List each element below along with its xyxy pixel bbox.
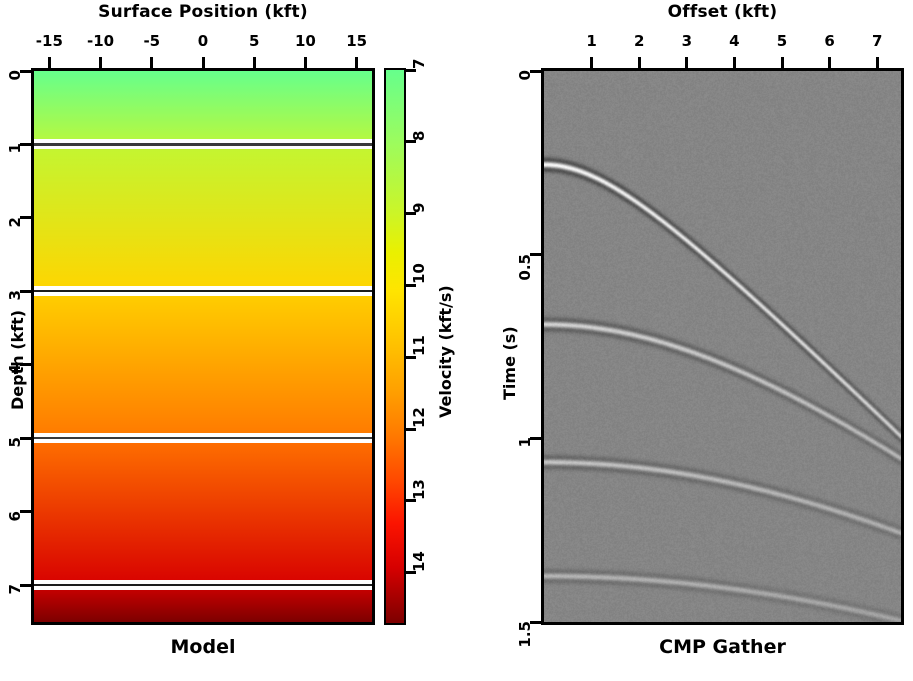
model-x-tick-4: [252, 57, 256, 68]
model-x-label-1: -10: [87, 32, 115, 50]
model-image-panel: [31, 68, 375, 625]
colorbar-tick-6: [406, 499, 416, 503]
model-x-label-3: 0: [197, 32, 209, 50]
colorbar-tick-0: [406, 68, 416, 72]
cmp-x-tick-2: [685, 57, 689, 68]
model-y-label-0: 0: [6, 70, 24, 81]
colorbar-tick-label-4: 11: [410, 335, 428, 357]
model-x-tick-5: [303, 57, 307, 68]
model-y-label-7: 7: [6, 584, 24, 595]
cmp-y-tick-1: [530, 253, 541, 257]
colorbar-tick-label-1: 8: [410, 130, 428, 141]
cmp-x-tick-3: [732, 57, 736, 68]
model-x-label-4: 5: [248, 32, 260, 50]
cmp-y-label-1: 0.5: [516, 253, 534, 281]
model-x-tick-1: [99, 57, 103, 68]
model-layer-1: [34, 71, 372, 145]
model-x-tick-0: [47, 57, 51, 68]
colorbar-tick-1: [406, 140, 416, 144]
model-layer-2: [34, 144, 372, 292]
model-x-tick-2: [150, 57, 154, 68]
cmp-x-label-5: 6: [824, 32, 835, 50]
model-layer-3: [34, 291, 372, 439]
cmp-y-tick-0: [530, 69, 541, 73]
cmp-x-tick-6: [875, 57, 879, 68]
colorbar-tick-3: [406, 283, 416, 287]
model-y-label-1: 1: [6, 143, 24, 154]
model-caption: Model: [170, 636, 236, 658]
model-y-tick-4: [20, 363, 31, 367]
model-interface-core-4: [34, 583, 372, 586]
colorbar-tick-label-6: 13: [410, 479, 428, 500]
cmp-caption: CMP Gather: [659, 636, 786, 658]
cmp-image-panel: [541, 68, 904, 625]
colorbar-tick-label-7: 14: [410, 550, 428, 572]
model-interface-core-2: [34, 289, 372, 292]
cmp-x-label-4: 5: [776, 32, 788, 50]
cmp-x-label-2: 3: [681, 32, 693, 50]
cmp-y-tick-2: [530, 436, 541, 440]
cmp-top-title: Offset (kft): [667, 2, 778, 22]
model-y-label-6: 6: [6, 510, 24, 522]
model-y-axis-label: Depth (kft): [8, 309, 27, 410]
velocity-colorbar: [384, 68, 406, 625]
cmp-x-label-1: 2: [633, 32, 645, 50]
colorbar-tick-label-5: 12: [410, 407, 428, 429]
cmp-x-label-3: 4: [729, 32, 740, 50]
model-x-tick-3: [201, 57, 205, 68]
model-top-title: Surface Position (kft): [98, 2, 308, 22]
model-interface-core-1: [34, 142, 372, 146]
colorbar-tick-label-3: 10: [410, 263, 428, 285]
model-y-tick-6: [20, 510, 31, 514]
colorbar-tick-label-0: 7: [410, 58, 428, 69]
model-y-tick-1: [20, 142, 31, 146]
model-y-tick-5: [20, 436, 31, 440]
colorbar-tick-2: [406, 212, 416, 216]
cmp-y-label-3: 1.5: [516, 621, 534, 648]
model-layer-5: [34, 585, 372, 622]
model-y-label-2: 2: [6, 216, 24, 228]
model-y-tick-2: [20, 216, 31, 220]
cmp-x-tick-0: [590, 57, 594, 68]
cmp-x-label-0: 1: [586, 32, 597, 50]
cmp-x-tick-1: [637, 57, 641, 68]
colorbar-tick-label-2: 9: [410, 202, 428, 213]
colorbar-tick-4: [406, 355, 416, 359]
model-y-tick-3: [20, 289, 31, 293]
cmp-y-label-2: 1: [516, 437, 534, 448]
colorbar-tick-7: [406, 571, 416, 575]
model-y-tick-7: [20, 583, 31, 587]
colorbar-gradient: [386, 70, 404, 623]
model-x-label-0: -15: [35, 32, 63, 50]
model-y-tick-0: [20, 69, 31, 73]
cmp-y-tick-3: [530, 620, 541, 624]
model-x-label-6: 15: [346, 32, 368, 50]
colorbar-label: Velocity (kft/s): [436, 285, 455, 418]
model-x-tick-6: [355, 57, 359, 68]
cmp-x-tick-4: [780, 57, 784, 68]
colorbar-tick-5: [406, 427, 416, 431]
cmp-y-label-0: 0: [516, 70, 534, 81]
model-x-label-2: -5: [143, 32, 161, 50]
cmp-seismic-image: [544, 71, 901, 622]
model-x-label-5: 10: [294, 32, 316, 50]
model-interface-core-3: [34, 436, 372, 439]
model-y-label-5: 5: [6, 437, 24, 448]
cmp-x-tick-5: [828, 57, 832, 68]
cmp-y-axis-label: Time (s): [500, 326, 519, 400]
cmp-x-label-6: 7: [871, 32, 883, 50]
model-layer-4: [34, 438, 372, 586]
